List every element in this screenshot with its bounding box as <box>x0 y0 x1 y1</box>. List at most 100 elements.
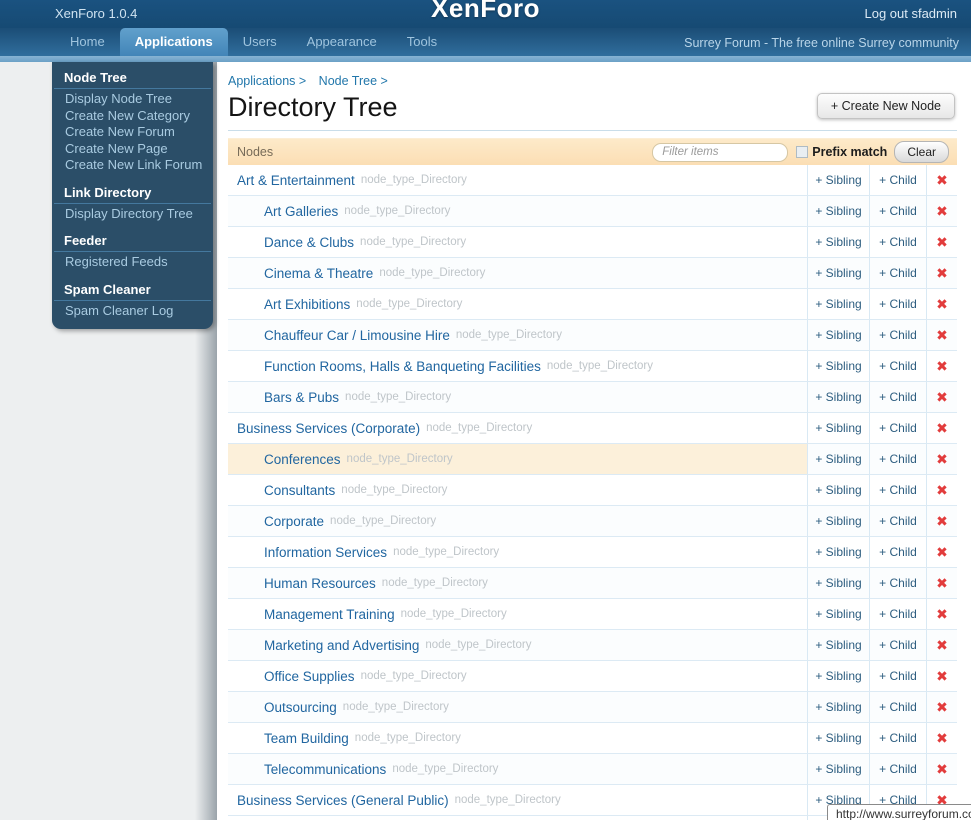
delete-node-icon[interactable]: ✖ <box>926 754 957 784</box>
add-sibling-button[interactable]: + Sibling <box>807 723 869 753</box>
node-name-link[interactable]: Outsourcing <box>264 699 337 715</box>
delete-node-icon[interactable]: ✖ <box>926 475 957 505</box>
add-child-button[interactable]: + Child <box>869 165 926 195</box>
add-child-button[interactable]: + Child <box>869 444 926 474</box>
node-name-link[interactable]: Telecommunications <box>264 761 387 777</box>
add-child-button[interactable]: + Child <box>869 258 926 288</box>
add-sibling-button[interactable]: + Sibling <box>807 754 869 784</box>
add-child-button[interactable]: + Child <box>869 289 926 319</box>
delete-node-icon[interactable]: ✖ <box>926 537 957 567</box>
node-name-link[interactable]: Team Building <box>264 730 349 746</box>
add-sibling-button[interactable]: + Sibling <box>807 351 869 381</box>
node-name-link[interactable]: Business Services (General Public) <box>237 792 449 808</box>
add-sibling-button[interactable]: + Sibling <box>807 227 869 257</box>
add-sibling-button[interactable]: + Sibling <box>807 289 869 319</box>
tab-users[interactable]: Users <box>242 34 277 49</box>
add-child-button[interactable]: + Child <box>869 227 926 257</box>
node-name-link[interactable]: Information Services <box>264 544 388 560</box>
add-child-button[interactable]: + Child <box>869 692 926 722</box>
add-child-button[interactable]: + Child <box>869 785 926 815</box>
delete-node-icon[interactable]: ✖ <box>926 351 957 381</box>
node-name-link[interactable]: Consultants <box>264 482 336 498</box>
node-name-link[interactable]: Art & Entertainment <box>237 172 355 188</box>
breadcrumb-node-tree[interactable]: Node Tree > <box>318 74 388 88</box>
node-name-link[interactable]: Corporate <box>264 513 325 529</box>
delete-node-icon[interactable]: ✖ <box>926 568 957 598</box>
add-child-button[interactable]: + Child <box>869 754 926 784</box>
sidebar-item-spam-cleaner-log[interactable]: Spam Cleaner Log <box>65 302 174 318</box>
add-child-button[interactable]: + Child <box>869 630 926 660</box>
delete-node-icon[interactable]: ✖ <box>926 599 957 629</box>
delete-node-icon[interactable]: ✖ <box>926 661 957 691</box>
add-child-button[interactable]: + Child <box>869 723 926 753</box>
node-name-link[interactable]: Chauffeur Car / Limousine Hire <box>264 327 450 343</box>
delete-node-icon[interactable]: ✖ <box>926 227 957 257</box>
logout-link[interactable]: Log out sfadmin <box>864 6 957 21</box>
add-child-button[interactable]: + Child <box>869 382 926 412</box>
clear-filter-button[interactable]: Clear <box>894 141 949 163</box>
add-sibling-button[interactable]: + Sibling <box>807 506 869 536</box>
sidebar-item-display-directory-tree[interactable]: Display Directory Tree <box>65 205 193 221</box>
add-child-button[interactable]: + Child <box>869 196 926 226</box>
add-child-button[interactable]: + Child <box>869 661 926 691</box>
add-sibling-button[interactable]: + Sibling <box>807 165 869 195</box>
node-name-link[interactable]: Conferences <box>264 451 341 467</box>
sidebar-item-create-new-link-forum[interactable]: Create New Link Forum <box>65 157 203 172</box>
tab-tools[interactable]: Tools <box>406 34 438 49</box>
delete-node-icon[interactable]: ✖ <box>926 165 957 195</box>
node-name-link[interactable]: Business Services (Corporate) <box>237 420 421 436</box>
delete-node-icon[interactable]: ✖ <box>926 444 957 474</box>
add-child-button[interactable]: + Child <box>869 320 926 350</box>
add-sibling-button[interactable]: + Sibling <box>807 537 869 567</box>
tab-home[interactable]: Home <box>70 34 105 49</box>
delete-node-icon[interactable]: ✖ <box>926 785 957 815</box>
node-name-link[interactable]: Cinema & Theatre <box>264 265 374 281</box>
add-sibling-button[interactable]: + Sibling <box>807 599 869 629</box>
add-child-button[interactable]: + Child <box>869 599 926 629</box>
create-new-node-button[interactable]: + Create New Node <box>816 93 955 119</box>
add-child-button[interactable]: + Child <box>869 351 926 381</box>
delete-node-icon[interactable]: ✖ <box>926 692 957 722</box>
add-child-button[interactable]: + Child <box>869 475 926 505</box>
add-sibling-button[interactable]: + Sibling <box>807 382 869 412</box>
sidebar-item-display-node-tree[interactable]: Display Node Tree <box>65 91 172 106</box>
delete-node-icon[interactable]: ✖ <box>926 382 957 412</box>
add-sibling-button[interactable]: + Sibling <box>807 568 869 598</box>
tab-appearance[interactable]: Appearance <box>306 34 377 49</box>
node-name-link[interactable]: Management Training <box>264 606 395 622</box>
node-name-link[interactable]: Human Resources <box>264 575 376 591</box>
add-child-button[interactable]: + Child <box>869 506 926 536</box>
add-sibling-button[interactable]: + Sibling <box>807 661 869 691</box>
tab-applications[interactable]: Applications <box>119 28 228 56</box>
delete-node-icon[interactable]: ✖ <box>926 320 957 350</box>
node-name-link[interactable]: Art Galleries <box>264 203 339 219</box>
node-name-link[interactable]: Marketing and Advertising <box>264 637 420 653</box>
node-name-link[interactable]: Function Rooms, Halls & Banqueting Facil… <box>264 358 541 374</box>
delete-node-icon[interactable]: ✖ <box>926 630 957 660</box>
delete-node-icon[interactable]: ✖ <box>926 289 957 319</box>
add-sibling-button[interactable]: + Sibling <box>807 444 869 474</box>
add-child-button[interactable]: + Child <box>869 537 926 567</box>
sidebar-item-create-new-category[interactable]: Create New Category <box>65 107 190 123</box>
sidebar-item-create-new-forum[interactable]: Create New Forum <box>65 124 175 139</box>
node-name-link[interactable]: Office Supplies <box>264 668 355 684</box>
breadcrumb-applications[interactable]: Applications > <box>228 74 307 88</box>
add-sibling-button[interactable]: + Sibling <box>807 196 869 226</box>
node-name-link[interactable]: Art Exhibitions <box>264 296 351 312</box>
add-sibling-button[interactable]: + Sibling <box>807 413 869 443</box>
prefix-match-checkbox[interactable] <box>796 146 809 158</box>
add-sibling-button[interactable]: + Sibling <box>807 785 869 815</box>
add-child-button[interactable]: + Child <box>869 568 926 598</box>
delete-node-icon[interactable]: ✖ <box>926 258 957 288</box>
add-sibling-button[interactable]: + Sibling <box>807 320 869 350</box>
sidebar-item-registered-feeds[interactable]: Registered Feeds <box>65 254 168 269</box>
add-sibling-button[interactable]: + Sibling <box>807 258 869 288</box>
node-name-link[interactable]: Bars & Pubs <box>264 389 340 405</box>
delete-node-icon[interactable]: ✖ <box>926 196 957 226</box>
filter-input[interactable] <box>652 142 789 162</box>
sidebar-item-create-new-page[interactable]: Create New Page <box>65 140 168 156</box>
delete-node-icon[interactable]: ✖ <box>926 723 957 753</box>
add-sibling-button[interactable]: + Sibling <box>807 475 869 505</box>
node-name-link[interactable]: Dance & Clubs <box>264 234 355 250</box>
delete-node-icon[interactable]: ✖ <box>926 413 957 443</box>
